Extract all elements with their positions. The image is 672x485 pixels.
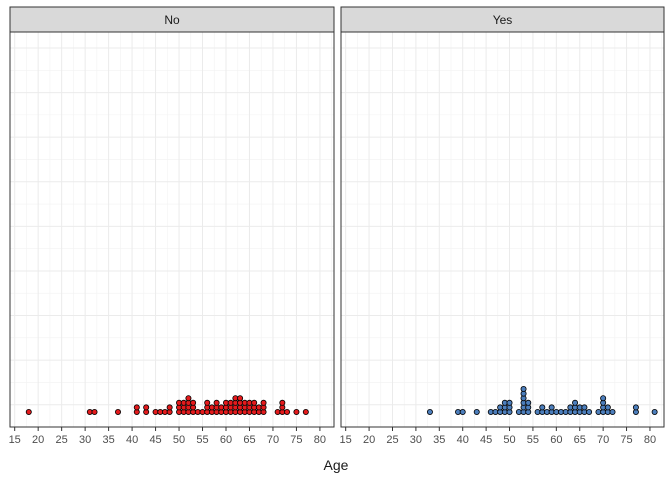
x-tick-label: 50 bbox=[173, 434, 185, 446]
x-tick-label: 45 bbox=[480, 434, 492, 446]
data-dot bbox=[600, 395, 607, 402]
data-dot bbox=[213, 399, 220, 406]
x-tick-label: 75 bbox=[620, 434, 632, 446]
data-dot bbox=[426, 408, 433, 415]
x-tick-label: 15 bbox=[340, 434, 352, 446]
x-tick-label: 15 bbox=[9, 434, 21, 446]
data-dot bbox=[133, 404, 140, 411]
data-dot bbox=[473, 408, 480, 415]
data-dot bbox=[25, 408, 32, 415]
x-tick-label: 55 bbox=[527, 434, 539, 446]
x-tick-label: 55 bbox=[196, 434, 208, 446]
data-dot bbox=[143, 404, 150, 411]
x-tick-label: 60 bbox=[220, 434, 232, 446]
x-tick-label: 65 bbox=[243, 434, 255, 446]
data-dot bbox=[520, 385, 527, 392]
facet-strip bbox=[9, 6, 335, 33]
data-dot bbox=[190, 399, 197, 406]
data-dot bbox=[609, 408, 616, 415]
data-dot bbox=[525, 399, 532, 406]
x-tick-label: 70 bbox=[597, 434, 609, 446]
x-tick-label: 30 bbox=[79, 434, 91, 446]
x-tick-label: 40 bbox=[126, 434, 138, 446]
data-dot bbox=[572, 399, 579, 406]
data-dot bbox=[115, 408, 122, 415]
x-tick-label: 65 bbox=[574, 434, 586, 446]
data-dot bbox=[459, 408, 466, 415]
x-tick-label: 80 bbox=[644, 434, 656, 446]
data-dot bbox=[260, 399, 267, 406]
x-tick-label: 60 bbox=[550, 434, 562, 446]
x-axis-title: Age bbox=[324, 457, 349, 473]
data-dot bbox=[237, 395, 244, 402]
data-dot bbox=[204, 399, 211, 406]
x-tick-label: 25 bbox=[56, 434, 68, 446]
data-dot bbox=[651, 408, 658, 415]
x-tick-label: 35 bbox=[433, 434, 445, 446]
x-tick-label: 50 bbox=[503, 434, 515, 446]
x-tick-label: 35 bbox=[102, 434, 114, 446]
x-tick-label: 80 bbox=[314, 434, 326, 446]
data-dot bbox=[251, 399, 258, 406]
panel-background bbox=[341, 32, 664, 427]
data-dot bbox=[506, 399, 513, 406]
panel-yes: Yes 15 20 25 30 35 40 45 50 55 60 65 70 75 80 bbox=[340, 6, 665, 446]
panel-no: No 15 20 25 30 35 40 45 50 55 60 65 70 75 80 bbox=[9, 6, 335, 446]
data-dot bbox=[166, 404, 173, 411]
x-tick-label: 45 bbox=[149, 434, 161, 446]
facet-label: Yes bbox=[493, 13, 513, 27]
data-dot bbox=[302, 408, 309, 415]
data-dot bbox=[586, 408, 593, 415]
data-dot bbox=[581, 404, 588, 411]
data-dot bbox=[91, 408, 98, 415]
data-dot bbox=[279, 399, 286, 406]
data-dot bbox=[284, 408, 291, 415]
x-tick-label: 20 bbox=[363, 434, 375, 446]
data-dot bbox=[604, 404, 611, 411]
x-tick-label: 25 bbox=[386, 434, 398, 446]
data-dot bbox=[185, 395, 192, 402]
panel-background bbox=[10, 32, 334, 427]
x-tick-label: 40 bbox=[457, 434, 469, 446]
data-dot bbox=[293, 408, 300, 415]
x-tick-label: 75 bbox=[290, 434, 302, 446]
x-tick-label: 20 bbox=[32, 434, 44, 446]
data-dot bbox=[632, 404, 639, 411]
data-dot bbox=[548, 404, 555, 411]
x-tick-label: 70 bbox=[267, 434, 279, 446]
data-dot bbox=[539, 404, 546, 411]
facet-strip bbox=[340, 6, 665, 33]
x-tick-label: 30 bbox=[410, 434, 422, 446]
facet-label: No bbox=[164, 13, 180, 27]
